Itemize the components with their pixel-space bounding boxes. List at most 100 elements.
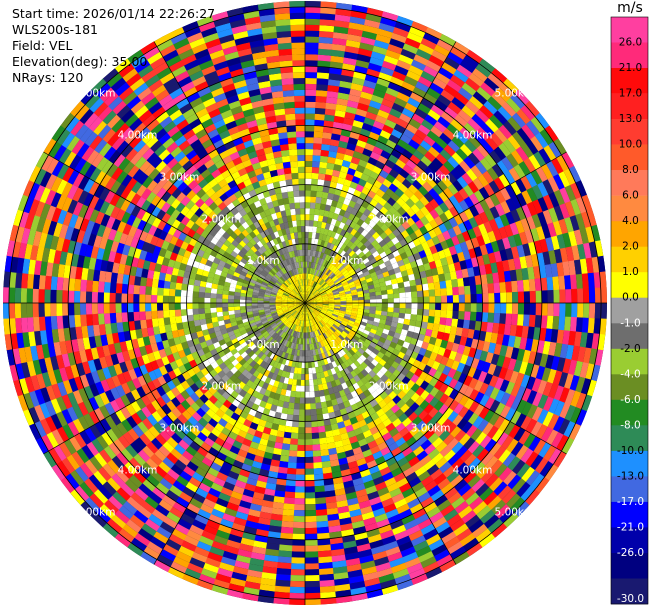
- velocity-gate: [298, 427, 305, 433]
- velocity-gate: [290, 581, 305, 587]
- velocity-gate: [300, 392, 305, 398]
- velocity-gate: [305, 492, 315, 498]
- velocity-gate: [315, 492, 326, 499]
- velocity-gate: [308, 244, 311, 250]
- velocity-gate: [582, 273, 589, 288]
- velocity-gate: [140, 277, 147, 286]
- velocity-gate: [56, 290, 62, 303]
- velocity-gate: [312, 155, 320, 162]
- velocity-gate: [358, 303, 364, 306]
- velocity-gate: [305, 66, 318, 72]
- velocity-gate: [524, 303, 530, 315]
- velocity-gate: [319, 432, 327, 439]
- velocity-gate: [305, 516, 317, 522]
- velocity-gate: [318, 545, 332, 552]
- velocity-gate: [152, 318, 159, 327]
- velocity-gate: [499, 282, 506, 293]
- velocity-gate: [305, 392, 310, 398]
- velocity-gate: [305, 48, 319, 54]
- velocity-gate: [305, 1, 321, 7]
- velocity-gate: [305, 386, 310, 392]
- velocity-gate: [276, 568, 291, 575]
- velocity-gate: [68, 303, 74, 316]
- velocity-gate: [446, 310, 453, 318]
- velocity-gate: [313, 450, 322, 457]
- velocity-gate: [205, 313, 212, 319]
- velocity-gate: [410, 314, 417, 321]
- velocity-gate: [305, 575, 320, 581]
- velocity-gate: [21, 303, 27, 318]
- velocity-gate: [435, 303, 441, 310]
- velocity-gate: [293, 528, 305, 534]
- velocity-gate: [305, 404, 311, 410]
- velocity-gate: [116, 303, 122, 313]
- velocity-gate: [523, 280, 530, 292]
- velocity-gate: [234, 306, 240, 310]
- velocity-gate: [98, 313, 105, 324]
- velocity-gate: [240, 303, 246, 307]
- velocity-gate: [546, 316, 553, 330]
- velocity-gate: [308, 356, 312, 362]
- velocity-gate: [110, 282, 117, 293]
- velocity-gate: [305, 587, 321, 593]
- velocity-gate: [283, 503, 294, 510]
- velocity-gate: [440, 310, 447, 318]
- velocity-gate: [309, 380, 314, 386]
- velocity-gate: [305, 256, 308, 262]
- velocity-gate: [399, 308, 405, 314]
- velocity-gate: [187, 303, 193, 309]
- velocity-gate: [305, 214, 310, 220]
- velocity-gate: [290, 587, 305, 593]
- velocity-gate: [511, 314, 518, 326]
- velocity-gate: [529, 279, 536, 292]
- velocity-gate: [305, 143, 314, 149]
- velocity-gate: [451, 279, 458, 288]
- velocity-gate: [199, 292, 205, 298]
- velocity-gate: [289, 397, 295, 404]
- velocity-gate: [228, 299, 234, 303]
- velocity-gate: [301, 374, 305, 380]
- velocity-gate: [322, 467, 332, 474]
- velocity-gate: [116, 312, 123, 322]
- velocity-gate: [459, 295, 465, 304]
- velocity-gate: [595, 303, 601, 319]
- velocity-gate: [283, 438, 291, 445]
- velocity-gate: [441, 303, 447, 311]
- velocity-gate: [571, 303, 577, 318]
- velocity-gate: [305, 534, 318, 540]
- velocity-gate: [15, 272, 22, 288]
- velocity-gate: [500, 303, 506, 314]
- velocity-gate: [488, 303, 494, 313]
- velocity-gate: [297, 445, 305, 451]
- velocity-gate: [9, 303, 15, 319]
- velocity-gate: [382, 303, 388, 307]
- velocity-gate: [310, 403, 316, 409]
- velocity-gate: [293, 522, 305, 528]
- velocity-gate: [104, 313, 111, 324]
- velocity-gate: [482, 303, 488, 313]
- velocity-gate: [548, 290, 554, 303]
- velocity-gate: [405, 292, 411, 298]
- velocity-gate: [293, 516, 305, 522]
- velocity-gate: [305, 196, 311, 202]
- velocity-gate: [305, 540, 318, 546]
- velocity-gate: [305, 374, 309, 380]
- velocity-gate: [285, 486, 295, 493]
- velocity-gate: [199, 286, 206, 292]
- velocity-gate: [198, 297, 204, 303]
- velocity-gate: [282, 443, 290, 450]
- velocity-gate: [493, 313, 500, 324]
- velocity-gate: [382, 294, 388, 299]
- velocity-gate: [217, 312, 223, 317]
- velocity-gate: [601, 287, 607, 303]
- velocity-gate: [429, 303, 435, 310]
- velocity-gate: [145, 303, 151, 312]
- velocity-gate: [284, 497, 295, 504]
- velocity-gate: [488, 313, 495, 323]
- velocity-gate: [170, 317, 177, 325]
- velocity-gate: [305, 398, 310, 404]
- velocity-gate: [305, 226, 309, 232]
- velocity-gate: [547, 303, 553, 316]
- velocity-gate: [305, 114, 315, 120]
- velocity-gate: [216, 294, 222, 299]
